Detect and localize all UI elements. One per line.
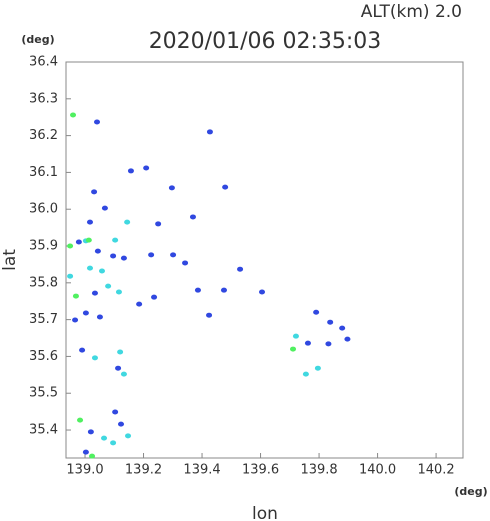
y-tick-label: 35.5: [29, 386, 58, 401]
echo-point: [115, 365, 122, 371]
echo-point: [86, 265, 93, 271]
x-tick-label: 139.0: [66, 463, 103, 478]
echo-point: [182, 260, 189, 266]
echo-point: [86, 219, 93, 225]
echo-point: [222, 184, 229, 190]
echo-point: [313, 309, 320, 315]
echo-point: [110, 440, 117, 446]
x-tick-label: 139.4: [183, 463, 220, 478]
echo-point: [259, 289, 266, 295]
echo-point: [124, 219, 131, 225]
x-tick-label: 139.8: [300, 463, 337, 478]
y-tick-label: 35.9: [29, 239, 58, 254]
x-axis-label: lon: [252, 504, 278, 521]
echo-point: [89, 453, 96, 459]
echo-point: [67, 273, 74, 279]
y-tick-label: 35.7: [29, 312, 58, 327]
echo-point: [82, 310, 89, 316]
echo-point: [105, 283, 112, 289]
chart-title: 2020/01/06 02:35:03: [149, 29, 382, 54]
echo-point: [75, 239, 82, 245]
echo-point: [148, 252, 155, 258]
y-unit: (deg): [21, 33, 54, 46]
echo-point: [327, 319, 334, 325]
echo-point: [292, 333, 299, 339]
echo-point: [77, 417, 84, 423]
x-unit: (deg): [454, 485, 487, 498]
echo-point: [304, 340, 311, 346]
echo-point: [206, 312, 213, 318]
echo-point: [314, 365, 321, 371]
echo-point: [344, 336, 351, 342]
echo-point: [67, 243, 74, 249]
echo-point: [101, 205, 108, 211]
x-tick-label: 140.0: [359, 463, 396, 478]
echo-point: [302, 371, 309, 377]
y-tick-label: 36.3: [29, 91, 58, 106]
echo-point: [91, 290, 98, 296]
echo-point: [115, 289, 122, 295]
echo-point: [112, 409, 119, 415]
echo-point: [206, 129, 213, 135]
x-tick-label: 140.2: [417, 463, 454, 478]
y-tick-label: 35.4: [29, 423, 58, 438]
echo-point: [94, 119, 101, 125]
x-tick-label: 139.2: [125, 463, 162, 478]
echo-point: [325, 341, 332, 347]
echo-point: [72, 293, 79, 299]
y-axis-label: lat: [0, 249, 20, 271]
echo-point: [125, 433, 132, 439]
plot-frame: [65, 61, 464, 459]
echo-point: [79, 347, 86, 353]
echo-point: [72, 317, 79, 323]
echo-point: [194, 287, 201, 293]
echo-point: [117, 349, 124, 355]
echo-point: [85, 237, 92, 243]
echo-point: [290, 346, 297, 352]
echo-point: [98, 268, 105, 274]
y-tick-label: 35.6: [29, 349, 58, 364]
echo-point: [70, 112, 77, 118]
echo-point: [82, 449, 89, 455]
echo-point: [143, 165, 150, 171]
echo-point: [220, 287, 227, 293]
echo-point: [168, 185, 175, 191]
echo-point: [170, 252, 177, 258]
echo-point: [112, 237, 119, 243]
echo-point: [120, 371, 127, 377]
echo-point: [91, 189, 98, 195]
echo-point: [136, 301, 143, 307]
y-tick-label: 36.2: [29, 128, 58, 143]
echo-point: [151, 294, 158, 300]
echo-point: [339, 325, 346, 331]
y-tick-label: 35.8: [29, 275, 58, 290]
echo-point: [189, 214, 196, 220]
echo-point: [96, 314, 103, 320]
echo-point: [127, 168, 134, 174]
echo-point: [101, 435, 108, 441]
y-tick-label: 36.0: [29, 202, 58, 217]
echo-point: [237, 266, 244, 272]
subtitle: ALT(km) 2.0: [361, 2, 462, 22]
echo-point: [94, 248, 101, 254]
echo-point: [91, 355, 98, 361]
y-tick-label: 36.4: [29, 55, 58, 70]
x-tick-label: 139.6: [242, 463, 279, 478]
echo-point: [87, 429, 94, 435]
y-tick-label: 36.1: [29, 165, 58, 180]
echo-point: [155, 221, 162, 227]
echo-point: [118, 421, 125, 427]
echo-point: [120, 255, 127, 261]
echo-point: [110, 253, 117, 259]
